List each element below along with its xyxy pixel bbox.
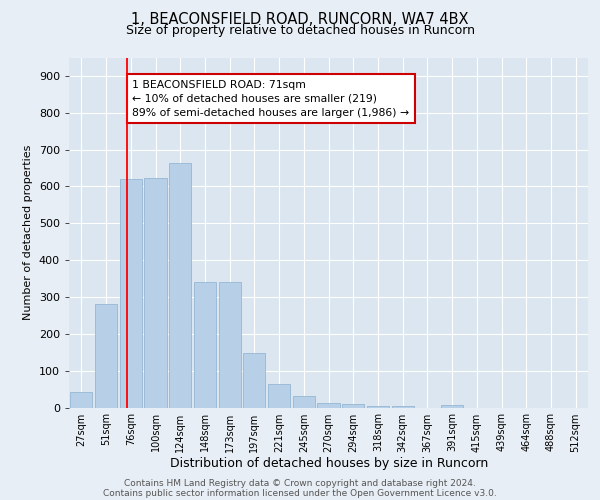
Bar [218, 282, 241, 408]
Bar [392, 406, 414, 408]
Text: Size of property relative to detached houses in Runcorn: Size of property relative to detached ho… [125, 24, 475, 37]
Bar [441, 404, 463, 407]
Bar [268, 384, 290, 407]
Bar [145, 178, 167, 408]
Text: 1, BEACONSFIELD ROAD, RUNCORN, WA7 4BX: 1, BEACONSFIELD ROAD, RUNCORN, WA7 4BX [131, 12, 469, 28]
Bar [243, 353, 265, 408]
Bar [119, 179, 142, 408]
Text: Distribution of detached houses by size in Runcorn: Distribution of detached houses by size … [170, 458, 488, 470]
Bar [95, 304, 117, 408]
Bar [169, 162, 191, 408]
Y-axis label: Number of detached properties: Number of detached properties [23, 145, 33, 320]
Bar [317, 403, 340, 407]
Text: 1 BEACONSFIELD ROAD: 71sqm
← 10% of detached houses are smaller (219)
89% of sem: 1 BEACONSFIELD ROAD: 71sqm ← 10% of deta… [132, 80, 409, 118]
Bar [342, 404, 364, 407]
Bar [367, 406, 389, 407]
Text: Contains HM Land Registry data © Crown copyright and database right 2024.: Contains HM Land Registry data © Crown c… [124, 479, 476, 488]
Bar [293, 396, 315, 407]
Bar [70, 392, 92, 407]
Bar [194, 282, 216, 408]
Text: Contains public sector information licensed under the Open Government Licence v3: Contains public sector information licen… [103, 489, 497, 498]
